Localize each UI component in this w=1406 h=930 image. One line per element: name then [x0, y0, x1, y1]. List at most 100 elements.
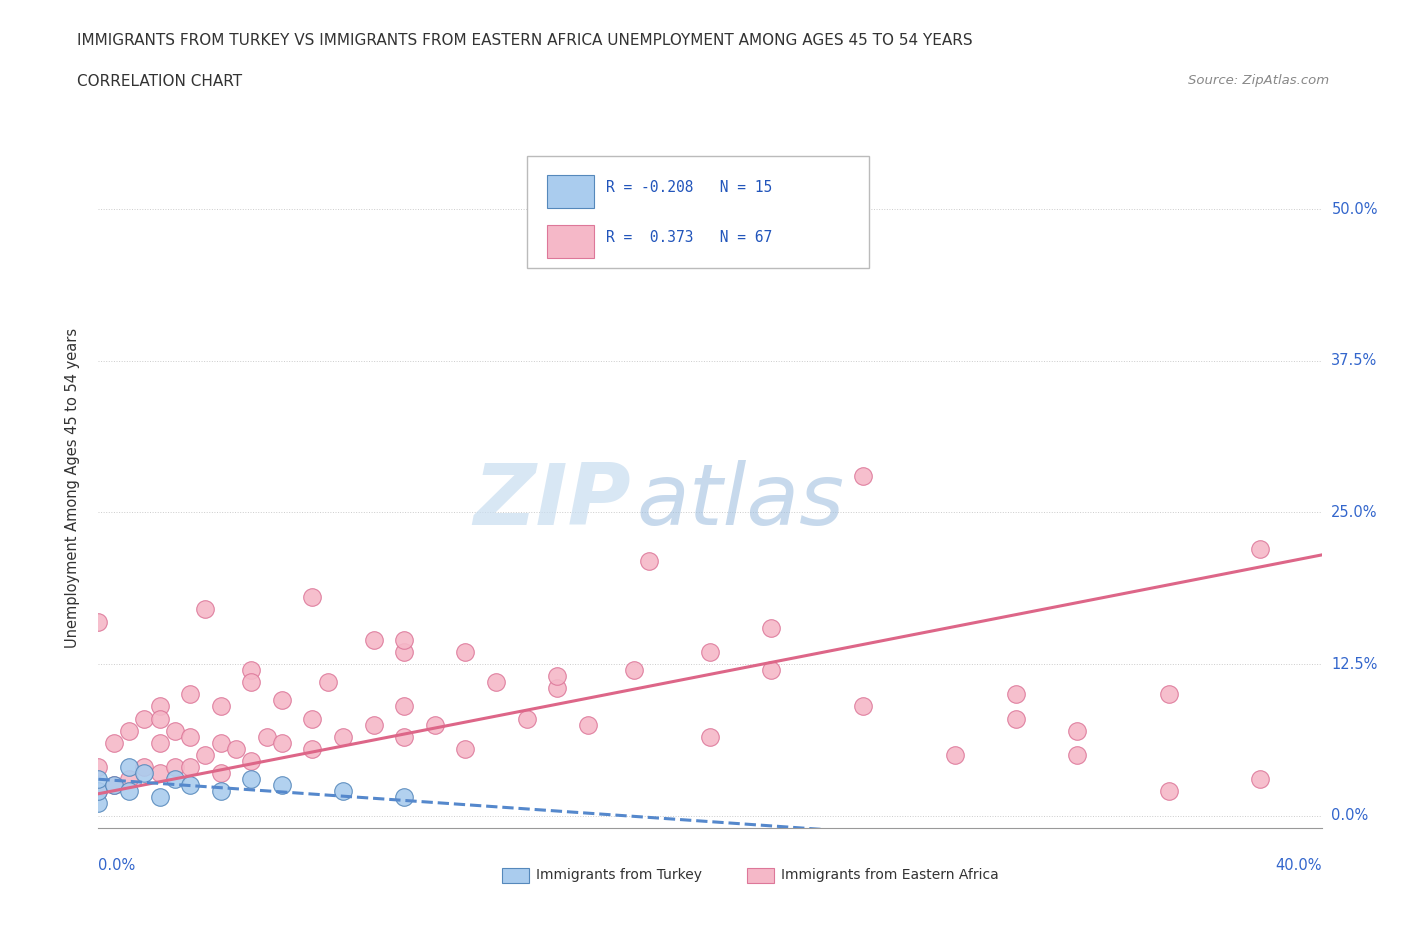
Point	[87, 614, 110, 629]
Point	[194, 602, 217, 617]
Text: 40.0%: 40.0%	[1275, 858, 1322, 873]
Point	[179, 777, 201, 792]
Point	[485, 675, 508, 690]
Point	[163, 772, 186, 787]
Text: R =  0.373   N = 67: R = 0.373 N = 67	[606, 230, 772, 246]
Text: 37.5%: 37.5%	[1331, 353, 1378, 368]
Point	[363, 632, 385, 647]
Point	[118, 784, 141, 799]
Point	[240, 663, 263, 678]
Point	[363, 717, 385, 732]
Text: 0.0%: 0.0%	[98, 858, 135, 873]
Point	[209, 784, 232, 799]
Point	[316, 675, 339, 690]
Point	[225, 741, 247, 756]
Point	[699, 226, 721, 241]
Point	[332, 729, 354, 744]
Point	[103, 777, 125, 792]
Point	[759, 663, 782, 678]
Point	[546, 669, 568, 684]
Point	[1066, 724, 1088, 738]
Point	[103, 736, 125, 751]
Point	[240, 675, 263, 690]
Point	[392, 729, 416, 744]
FancyBboxPatch shape	[547, 175, 593, 207]
FancyBboxPatch shape	[547, 225, 593, 258]
Point	[118, 760, 141, 775]
Point	[759, 620, 782, 635]
Point	[149, 711, 172, 726]
Point	[392, 790, 416, 804]
Point	[149, 699, 172, 714]
Point	[134, 765, 156, 780]
Point	[209, 699, 232, 714]
Point	[270, 693, 292, 708]
Point	[87, 796, 110, 811]
Point	[1249, 772, 1271, 787]
FancyBboxPatch shape	[502, 869, 529, 883]
Point	[392, 632, 416, 647]
Point	[454, 741, 477, 756]
Point	[179, 687, 201, 702]
Text: Immigrants from Turkey: Immigrants from Turkey	[536, 869, 703, 883]
Text: CORRELATION CHART: CORRELATION CHART	[77, 74, 242, 89]
Point	[256, 729, 278, 744]
Point	[301, 741, 323, 756]
Point	[134, 760, 156, 775]
Point	[516, 711, 538, 726]
Point	[332, 784, 354, 799]
Point	[301, 590, 323, 604]
Point	[852, 699, 875, 714]
Point	[1004, 711, 1026, 726]
Point	[209, 736, 232, 751]
Point	[87, 772, 110, 787]
Point	[87, 784, 110, 799]
Text: ZIP: ZIP	[472, 460, 630, 543]
Point	[301, 711, 323, 726]
Text: 25.0%: 25.0%	[1331, 505, 1378, 520]
Point	[270, 777, 292, 792]
Point	[179, 760, 201, 775]
Point	[392, 699, 416, 714]
Point	[852, 469, 875, 484]
Point	[576, 717, 599, 732]
Point	[209, 765, 232, 780]
FancyBboxPatch shape	[747, 869, 773, 883]
Point	[1004, 687, 1026, 702]
Point	[87, 760, 110, 775]
Text: R = -0.208   N = 15: R = -0.208 N = 15	[606, 179, 772, 194]
Point	[392, 644, 416, 659]
Point	[699, 644, 721, 659]
Point	[149, 765, 172, 780]
Point	[1157, 784, 1180, 799]
Point	[1157, 687, 1180, 702]
Text: 12.5%: 12.5%	[1331, 657, 1378, 671]
Point	[163, 724, 186, 738]
Point	[118, 772, 141, 787]
FancyBboxPatch shape	[526, 155, 869, 268]
Point	[240, 753, 263, 768]
Point	[240, 772, 263, 787]
Y-axis label: Unemployment Among Ages 45 to 54 years: Unemployment Among Ages 45 to 54 years	[65, 328, 80, 648]
Point	[623, 663, 645, 678]
Point	[1249, 541, 1271, 556]
Point	[699, 729, 721, 744]
Point	[179, 729, 201, 744]
Point	[943, 748, 966, 763]
Point	[1066, 748, 1088, 763]
Point	[454, 644, 477, 659]
Text: Source: ZipAtlas.com: Source: ZipAtlas.com	[1188, 74, 1329, 87]
Point	[103, 777, 125, 792]
Point	[118, 724, 141, 738]
Point	[423, 717, 446, 732]
Text: atlas: atlas	[637, 460, 845, 543]
Point	[637, 553, 661, 568]
Text: Immigrants from Eastern Africa: Immigrants from Eastern Africa	[780, 869, 998, 883]
Text: 0.0%: 0.0%	[1331, 808, 1368, 823]
Text: IMMIGRANTS FROM TURKEY VS IMMIGRANTS FROM EASTERN AFRICA UNEMPLOYMENT AMONG AGES: IMMIGRANTS FROM TURKEY VS IMMIGRANTS FRO…	[77, 33, 973, 47]
Point	[163, 760, 186, 775]
Text: 50.0%: 50.0%	[1331, 202, 1378, 217]
Point	[270, 736, 292, 751]
Point	[149, 736, 172, 751]
Point	[134, 711, 156, 726]
